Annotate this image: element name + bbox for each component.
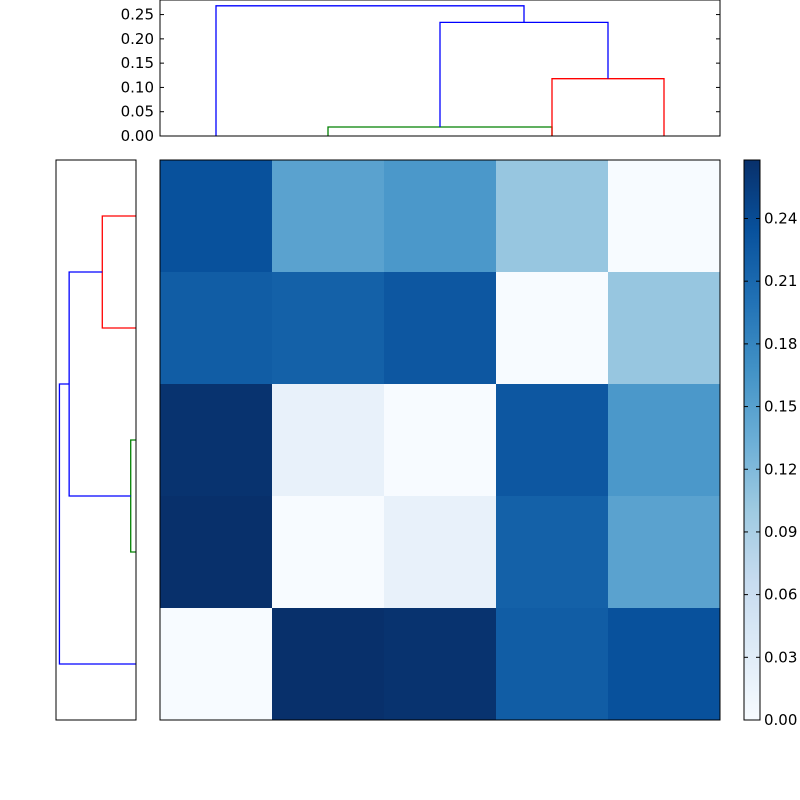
- top-dendrogram-tick-label: 0.05: [121, 103, 154, 121]
- colorbar-tick-label: 0.09: [764, 523, 797, 541]
- colorbar-tick-label: 0.06: [764, 586, 797, 604]
- colorbar-tick-label: 0.21: [764, 272, 797, 290]
- colorbar: 0.00 0.03 0.06 0.09 0.12 0.15 0.18 0.21 0.24: [743, 159, 797, 729]
- heatmap-cell: [496, 160, 609, 273]
- top-dendrogram-tick-label: 0.15: [121, 54, 154, 72]
- heatmap-cell: [496, 384, 609, 497]
- top-dendrogram-frame: [159, 0, 721, 137]
- colorbar-tick-label: 0.24: [764, 210, 797, 228]
- colorbar-tick-label: 0.00: [764, 711, 797, 729]
- heatmap-cell: [160, 160, 273, 273]
- heatmap-cell: [272, 384, 385, 497]
- heatmap-frame: [159, 159, 721, 721]
- top-dendrogram-link: [215, 5, 525, 136]
- heatmap-cell: [160, 272, 273, 385]
- left-dendrogram-link: [130, 439, 136, 553]
- heatmap-cell: [384, 608, 497, 721]
- heatmap-cell: [160, 384, 273, 497]
- left-dendrogram-link: [101, 215, 136, 329]
- heatmap-cell: [608, 608, 721, 721]
- heatmap-cell: [272, 608, 385, 721]
- heatmap-cell: [272, 272, 385, 385]
- top-dendrogram-link: [551, 78, 665, 136]
- colorbar-tick-label: 0.12: [764, 460, 797, 478]
- heatmap-cell: [272, 160, 385, 273]
- top-dendrogram-tick-label: 0.25: [121, 6, 154, 24]
- colorbar-tick-label: 0.18: [764, 335, 797, 353]
- top-dendrogram: 0.00 0.05 0.10 0.15 0.20 0.25: [121, 0, 721, 145]
- heatmap-cell: [496, 608, 609, 721]
- colorbar-gradient: [744, 160, 760, 720]
- heatmap: [159, 159, 721, 721]
- heatmap-cell: [608, 160, 721, 273]
- left-dendrogram-link: [58, 383, 136, 665]
- colorbar-tick-label: 0.03: [764, 648, 797, 666]
- colorbar-frame: [743, 159, 761, 721]
- left-dendrogram-link: [68, 271, 131, 497]
- heatmap-cell: [608, 272, 721, 385]
- heatmap-cell: [496, 272, 609, 385]
- top-dendrogram-link: [439, 21, 609, 128]
- heatmap-cell: [160, 496, 273, 609]
- left-dendrogram: [55, 159, 137, 721]
- heatmap-cell: [496, 496, 609, 609]
- heatmap-cell: [384, 496, 497, 609]
- top-dendrogram-link: [327, 126, 553, 136]
- top-dendrogram-tick-label: 0.20: [121, 30, 154, 48]
- heatmap-cell: [384, 160, 497, 273]
- heatmap-cell: [272, 496, 385, 609]
- colorbar-tick-label: 0.15: [764, 398, 797, 416]
- top-dendrogram-tick-label: 0.10: [121, 78, 154, 96]
- heatmap-cell: [608, 384, 721, 497]
- top-dendrogram-tick-label: 0.00: [121, 127, 154, 145]
- heatmap-cell: [384, 272, 497, 385]
- heatmap-cell: [160, 608, 273, 721]
- left-dendrogram-frame: [55, 159, 137, 721]
- heatmap-cell: [608, 496, 721, 609]
- heatmap-cell: [384, 384, 497, 497]
